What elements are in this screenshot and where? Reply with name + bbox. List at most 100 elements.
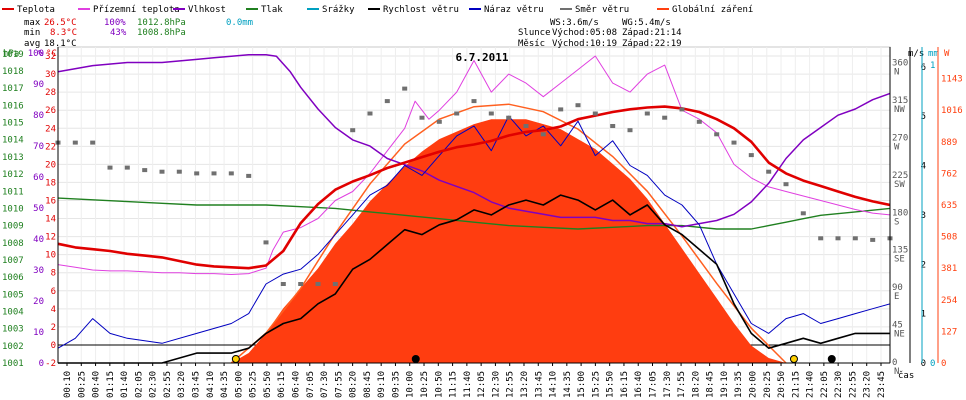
x-axis-label: čas (898, 370, 914, 381)
sun-label: Slunce (518, 28, 551, 38)
moon-rise: Východ:10:19 (552, 39, 617, 49)
moonrise-marker (411, 355, 420, 363)
direction-degree-label: 360 (892, 59, 908, 69)
x-tick-label: 07:55 (334, 371, 344, 398)
x-tick-label: 11:15 (449, 371, 459, 398)
wind-direction-point (644, 111, 650, 116)
wind-direction-point (800, 211, 806, 216)
celsius-tick-label: 12 (45, 233, 56, 243)
wind-gust-line (57, 115, 891, 349)
legend-label: Přízemní teplota (93, 5, 180, 15)
humidity-tick-label: 0 (39, 359, 44, 369)
wind-direction-point (870, 237, 876, 242)
wind-direction-point (402, 86, 408, 91)
stats-max-hum: 100% (104, 18, 126, 28)
moon-set: Západ:22:19 (622, 39, 682, 49)
x-tick-label: 06:15 (277, 371, 287, 398)
pressure-line (57, 197, 891, 230)
x-tick-label: 01:15 (106, 371, 116, 398)
direction-degree-label: 315 (892, 96, 908, 106)
x-tick-label: 05:50 (263, 371, 273, 398)
w-tick-label: 1016 (941, 106, 963, 116)
x-tick-label: 21:15 (791, 371, 801, 398)
x-tick-label: 16:15 (620, 371, 630, 398)
x-tick-label: 17:05 (649, 371, 659, 398)
legend-label: Směr větru (575, 5, 629, 15)
x-tick-label: 23:20 (863, 371, 873, 398)
x-tick-label: 19:10 (720, 371, 730, 398)
direction-name-label: N (894, 68, 899, 78)
stats-max-rain: 0.0mm (226, 18, 253, 28)
direction-name-label: N (894, 367, 899, 377)
hpa-tick-label: 1010 (2, 204, 24, 214)
radiation-area-fill (231, 119, 787, 363)
x-tick-label: 00:10 (63, 371, 73, 398)
w-tick-label: 508 (941, 233, 957, 243)
wind-direction-point (696, 119, 702, 124)
legend-label: Rychlost větru (383, 5, 459, 15)
wind-direction-point (627, 128, 633, 133)
hpa-tick-label: 1015 (2, 119, 24, 129)
celsius-tick-label: -2 (45, 359, 56, 369)
wind-direction-point (159, 169, 165, 174)
x-tick-label: 08:45 (363, 371, 373, 398)
direction-name-label: SE (894, 255, 905, 265)
x-tick-label: 11:40 (463, 371, 473, 398)
stats-min-press: 1008.8hPa (137, 28, 186, 38)
x-tick-label: 02:55 (163, 371, 173, 398)
clear-sky-radiation-line (230, 103, 787, 364)
celsius-tick-label: 2 (51, 323, 56, 333)
x-tick-label: 09:35 (391, 371, 401, 398)
direction-degree-label: 270 (892, 134, 908, 144)
wind-direction-point (332, 282, 338, 286)
wind-direction-point (592, 111, 598, 116)
x-tick-label: 18:20 (691, 371, 701, 398)
series-lines (57, 53, 891, 364)
direction-degree-label: 180 (892, 208, 908, 218)
wind-direction-point (176, 169, 182, 174)
hpa-tick-label: 1007 (2, 256, 24, 266)
ms-tick-label: 2 (921, 260, 926, 270)
axes: hPa% °C1019101810171016101510141013101210… (2, 47, 963, 398)
humidity-tick-label: 20 (33, 297, 44, 307)
wind-direction-point (315, 282, 321, 286)
celsius-tick-label: 4 (51, 305, 56, 315)
wind-direction-point (852, 236, 858, 241)
hpa-tick-label: 1016 (2, 101, 24, 111)
humidity-tick-label: 90 (33, 80, 44, 90)
celsius-tick-label: 0 (51, 341, 56, 351)
humidity-tick-label: 80 (33, 111, 44, 121)
celsius-tick-label: 32 (45, 52, 56, 62)
hpa-tick-label: 1019 (2, 50, 24, 60)
humidity-tick-label: 10 (33, 328, 44, 338)
x-tick-label: 13:20 (520, 371, 530, 398)
wind-direction-point (471, 99, 477, 104)
x-tick-label: 13:45 (534, 371, 544, 398)
x-tick-label: 05:25 (249, 371, 259, 398)
wind-direction-point (298, 282, 304, 286)
ms-tick-label: 0 (921, 359, 926, 369)
humidity-tick-label: 70 (33, 142, 44, 152)
x-tick-label: 14:35 (563, 371, 573, 398)
hpa-tick-label: 1012 (2, 170, 24, 180)
wind-direction-point (211, 171, 217, 176)
x-tick-label: 18:45 (706, 371, 716, 398)
x-tick-label: 08:20 (349, 371, 359, 398)
wind-direction-point (72, 140, 78, 145)
hpa-tick-label: 1013 (2, 153, 24, 163)
direction-degree-label: 45 (892, 321, 903, 331)
x-tick-label: 10:00 (406, 371, 416, 398)
x-tick-label: 20:25 (763, 371, 773, 398)
humidity-tick-label: 40 (33, 235, 44, 245)
x-tick-label: 22:05 (820, 371, 830, 398)
x-tick-label: 15:50 (606, 371, 616, 398)
x-tick-label: 17:30 (663, 371, 673, 398)
wind-direction-point (107, 165, 113, 170)
celsius-axis-unit: °C (46, 49, 57, 59)
wind-direction-point (748, 153, 754, 158)
direction-name-label: NW (894, 105, 905, 115)
wind-direction-point (384, 99, 390, 104)
wind-info-wg: WG:5.4m/s (622, 18, 671, 28)
x-tick-label: 22:55 (848, 371, 858, 398)
